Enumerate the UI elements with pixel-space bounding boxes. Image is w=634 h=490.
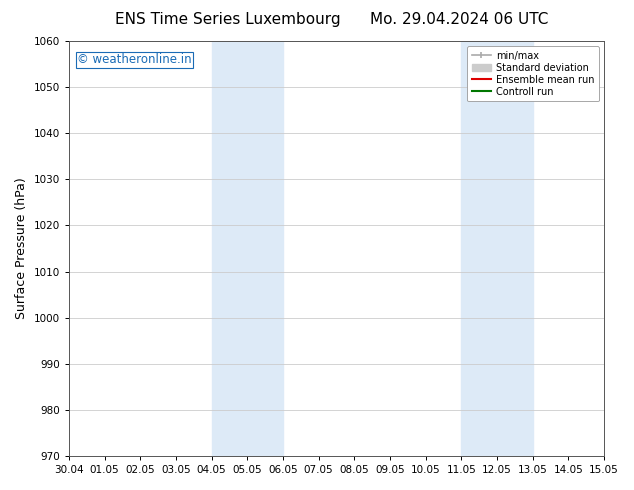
Bar — [462, 41, 533, 456]
Bar — [212, 41, 283, 456]
Text: ENS Time Series Luxembourg: ENS Time Series Luxembourg — [115, 12, 341, 27]
Y-axis label: Surface Pressure (hPa): Surface Pressure (hPa) — [15, 178, 28, 319]
Legend: min/max, Standard deviation, Ensemble mean run, Controll run: min/max, Standard deviation, Ensemble me… — [467, 46, 599, 101]
Text: © weatheronline.in: © weatheronline.in — [77, 53, 191, 67]
Text: Mo. 29.04.2024 06 UTC: Mo. 29.04.2024 06 UTC — [370, 12, 549, 27]
